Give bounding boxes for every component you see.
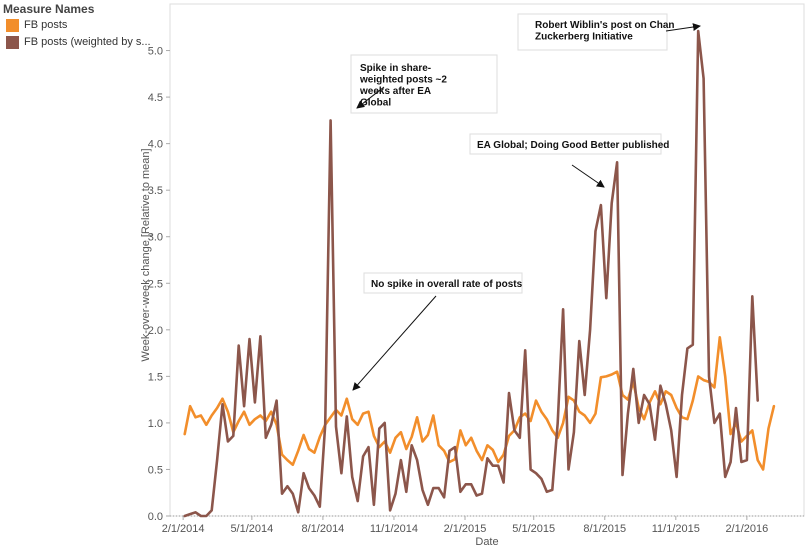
legend-label: FB posts <box>24 19 68 31</box>
annotation-arrow <box>352 295 437 391</box>
annotation-box <box>517 13 668 51</box>
series-line-fb-posts-weighted <box>183 29 760 518</box>
annotation-box <box>363 272 523 294</box>
x-tick-label: 5/1/2014 <box>230 523 273 535</box>
x-tick-label: 11/1/2015 <box>652 523 700 535</box>
y-tick-label: 0.5 <box>148 464 163 476</box>
annotation-text: Global <box>360 98 391 109</box>
legend-item-fb-posts[interactable]: FB posts <box>6 17 67 33</box>
annotation-text: EA Global; Doing Good Better published <box>477 140 669 151</box>
annotation-arrow <box>665 23 701 32</box>
series-line-fb-posts <box>183 335 776 471</box>
y-tick-label: 0.0 <box>148 511 163 523</box>
annotation-no-spike: No spike in overall rate of posts <box>352 272 523 391</box>
legend-title: Measure Names <box>3 2 95 16</box>
x-tick-label: 8/1/2015 <box>583 523 626 535</box>
annotation-arrow <box>356 86 385 109</box>
annotation-box <box>350 54 498 114</box>
annotation-text: Robert Wiblin's post on Chan <box>535 20 675 31</box>
annotation-text: Spike in share- <box>360 63 431 74</box>
annotation-text: No spike in overall rate of posts <box>371 279 523 290</box>
y-tick-label: 4.5 <box>148 92 163 104</box>
y-tick-label: 5.0 <box>148 46 163 58</box>
annotation-box <box>469 133 662 155</box>
x-tick-label: 11/1/2014 <box>370 523 418 535</box>
x-tick-label: 2/1/2014 <box>162 523 205 535</box>
plot-frame <box>169 3 805 517</box>
legend-swatch <box>6 35 19 49</box>
x-tick-label: 8/1/2014 <box>301 523 344 535</box>
x-tick-label: 2/1/2015 <box>444 523 487 535</box>
annotation-text: Zuckerberg Initiative <box>535 32 633 43</box>
annotation-ea-global: EA Global; Doing Good Better published <box>469 133 669 188</box>
x-tick-label: 5/1/2015 <box>512 523 555 535</box>
y-tick-label: 4.0 <box>148 139 163 151</box>
y-tick-label: 2.5 <box>148 278 163 290</box>
y-tick-label: 3.0 <box>148 232 163 244</box>
x-tick-label: 2/1/2016 <box>725 523 768 535</box>
annotation-text: weeks after EA <box>359 86 431 97</box>
y-tick-label: 2.0 <box>148 325 163 337</box>
legend-swatch <box>6 18 19 32</box>
y-tick-label: 1.0 <box>148 418 163 430</box>
y-axis-title: Week-over-week change [Relative to mean] <box>140 148 152 361</box>
annotation-text: weighted posts ~2 <box>359 75 447 86</box>
y-tick-label: 3.5 <box>148 185 163 197</box>
y-tick-label: 1.5 <box>148 371 163 383</box>
x-axis-title: Date <box>475 536 498 548</box>
legend-label: FB posts (weighted by s... <box>24 36 151 48</box>
annotation-arrow <box>571 164 605 188</box>
legend-item-fb-posts-weighted[interactable]: FB posts (weighted by s... <box>6 34 151 50</box>
